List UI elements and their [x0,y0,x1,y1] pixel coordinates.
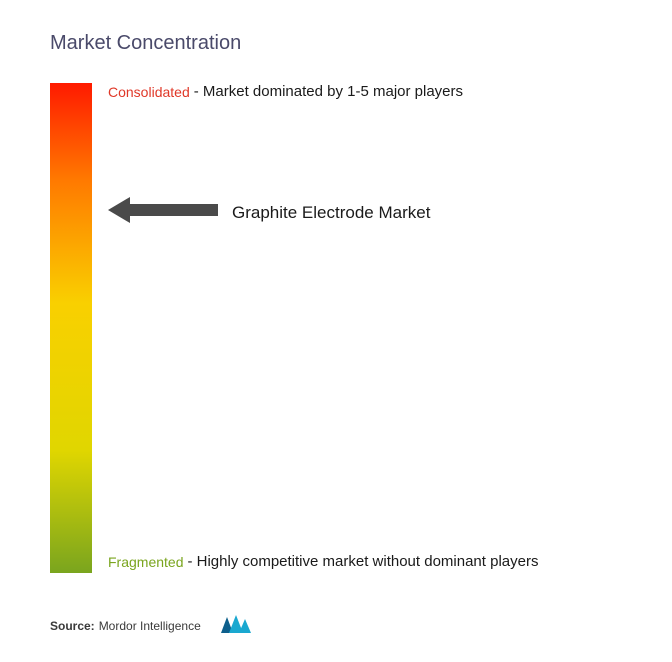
gradient-rect [50,83,92,573]
arrow-svg [108,196,218,224]
fragmented-term: Fragmented [108,554,183,570]
source-attribution: Source: Mordor Intelligence [50,613,253,638]
fragmented-label-row: Fragmented - Highly competitive market w… [108,553,538,570]
consolidated-term: Consolidated [108,84,190,100]
infographic-container: Market Concentration Consolidated - Mar [0,0,672,662]
market-pointer-row: Graphite Electrode Market [108,196,430,229]
arrow-shape [108,197,218,223]
main-diagram-area: Consolidated - Market dominated by 1-5 m… [50,83,622,573]
source-label: Source: [50,619,95,633]
left-arrow-icon [108,196,218,229]
logo-svg [219,613,253,635]
market-name-label: Graphite Electrode Market [232,203,430,223]
consolidated-label-row: Consolidated - Market dominated by 1-5 m… [108,83,463,100]
source-name: Mordor Intelligence [99,619,201,633]
page-title: Market Concentration [50,32,622,55]
logo-triangle-3 [239,619,251,633]
concentration-gradient-bar [50,83,92,573]
mordor-logo-icon [219,613,253,638]
fragmented-desc: - Highly competitive market without domi… [187,553,538,570]
gradient-svg [50,83,92,573]
consolidated-desc: - Market dominated by 1-5 major players [194,83,463,100]
